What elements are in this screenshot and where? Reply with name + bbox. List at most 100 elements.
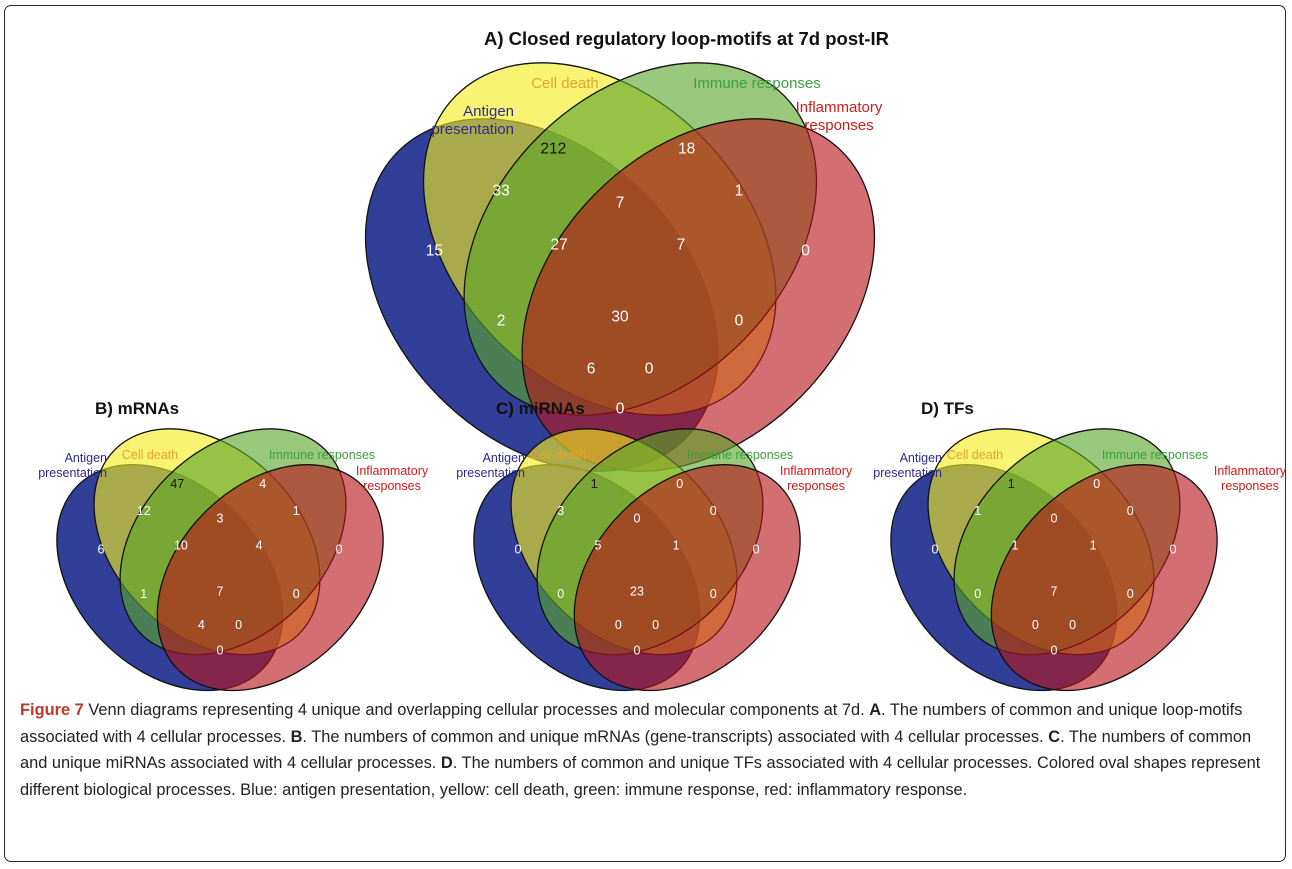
- caption-label-a: A: [869, 701, 882, 719]
- region-value-ac: 1: [974, 504, 981, 518]
- set-label-antigen: Antigen presentation: [431, 103, 514, 138]
- caption-label-b: B: [290, 727, 303, 746]
- region-value-acif: 7: [217, 585, 224, 599]
- region-value-aci: 5: [594, 539, 601, 553]
- region-value-c-only: 1: [1008, 477, 1015, 491]
- panel-title: B) mRNAs: [95, 399, 179, 418]
- venn-panel-a: A) Closed regulatory loop-motifs at 7d p…: [364, 28, 889, 472]
- region-value-aci: 10: [174, 539, 188, 553]
- region-value-if: 1: [735, 183, 744, 200]
- venn-panel-b: B) mRNAs Antigen presentation Cell death Imm…: [38, 399, 429, 692]
- figure-label: Figure 7: [20, 701, 84, 719]
- region-value-f-only: 0: [753, 542, 760, 556]
- region-value-f-only: 0: [336, 542, 343, 556]
- region-value-c-only: 47: [170, 477, 184, 491]
- region-value-acif: 30: [611, 309, 629, 326]
- region-value-cif: 7: [677, 237, 686, 254]
- set-label-cell-death: Cell death: [122, 448, 178, 462]
- set-label-inflammatory: Inflammatory responses: [780, 464, 853, 493]
- venn-panel-d: D) TFs Antigen presentation Cell death Immun…: [873, 399, 1287, 692]
- panel-title: D) TFs: [921, 399, 974, 418]
- set-label-immune: Immune responses: [693, 75, 821, 92]
- region-value-f-only: 0: [801, 243, 810, 260]
- region-value-aif: 0: [645, 361, 654, 378]
- region-value-aif: 0: [652, 618, 659, 632]
- caption-text-a: . The numbers of common and unique loop-…: [20, 701, 1243, 746]
- region-value-aci: 1: [1011, 539, 1018, 553]
- region-value-cif: 4: [256, 539, 263, 553]
- region-value-ai: 1: [140, 587, 147, 601]
- figure-caption: Figure 7 Venn diagrams representing 4 un…: [20, 697, 1270, 803]
- caption-text-c: . The numbers of common and unique miRNA…: [20, 727, 1252, 773]
- region-value-ai: 0: [557, 587, 564, 601]
- set-label-cell-death: Cell death: [531, 75, 599, 92]
- region-value-acif: 23: [630, 585, 644, 599]
- caption-label-c: C: [1048, 727, 1061, 746]
- region-value-acif: 7: [1051, 585, 1058, 599]
- figure-frame: [4, 5, 1286, 862]
- venn-panel-c: C) miRNAs Antigen presentation Cell death Im…: [456, 399, 853, 692]
- caption-text-d: . The numbers of common and unique TFs a…: [20, 754, 1261, 799]
- region-value-ai: 2: [497, 313, 506, 330]
- set-label-inflammatory: Inflammatory responses: [796, 99, 883, 134]
- set-label-immune: Immune responses: [269, 448, 375, 462]
- region-value-af: 0: [1051, 644, 1058, 658]
- region-value-i-only: 0: [676, 477, 683, 491]
- region-value-acf: 4: [198, 618, 205, 632]
- set-label-immune: Immune responses: [687, 448, 793, 462]
- set-label-antigen: Antigen presentation: [873, 451, 942, 480]
- set-label-inflammatory: Inflammatory responses: [356, 464, 429, 493]
- set-label-antigen: Antigen presentation: [456, 451, 525, 480]
- region-value-ac: 33: [492, 183, 509, 200]
- ellipse-inflammatory: [990, 464, 1218, 692]
- region-value-af: 0: [616, 401, 625, 418]
- region-value-cf: 0: [710, 587, 717, 601]
- region-value-aif: 0: [1069, 618, 1076, 632]
- region-value-ci: 0: [1051, 512, 1058, 526]
- region-value-cf: 0: [735, 313, 744, 330]
- region-value-acf: 6: [587, 361, 596, 378]
- region-value-f-only: 0: [1170, 542, 1177, 556]
- region-value-cif: 1: [673, 539, 680, 553]
- set-label-inflammatory: Inflammatory responses: [1214, 464, 1287, 493]
- region-value-c-only: 212: [540, 141, 566, 158]
- region-value-aif: 0: [235, 618, 242, 632]
- region-value-af: 0: [217, 644, 224, 658]
- region-value-af: 0: [634, 644, 641, 658]
- region-value-ac: 12: [137, 504, 151, 518]
- region-value-acf: 0: [1032, 618, 1039, 632]
- region-value-cif: 1: [1090, 539, 1097, 553]
- ellipse-inflammatory: [156, 464, 384, 692]
- region-value-acf: 0: [615, 618, 622, 632]
- region-value-if: 0: [710, 504, 717, 518]
- region-value-i-only: 4: [259, 477, 266, 491]
- region-value-a-only: 0: [514, 542, 521, 556]
- region-value-if: 1: [293, 504, 300, 518]
- region-value-a-only: 0: [931, 542, 938, 556]
- region-value-cf: 0: [1127, 587, 1134, 601]
- ellipse-inflammatory: [573, 464, 801, 692]
- caption-text-b: . The numbers of common and unique mRNAs…: [302, 727, 1049, 746]
- panel-title: A) Closed regulatory loop-motifs at 7d p…: [484, 28, 889, 49]
- set-label-antigen: Antigen presentation: [38, 451, 107, 480]
- region-value-aci: 27: [550, 237, 567, 254]
- region-value-c-only: 1: [591, 477, 598, 491]
- caption-intro: Venn diagrams representing 4 unique and …: [83, 701, 870, 719]
- region-value-ci: 0: [634, 512, 641, 526]
- set-label-cell-death: Cell death: [947, 448, 1003, 462]
- region-value-ac: 3: [557, 504, 564, 518]
- region-value-ci: 3: [217, 512, 224, 526]
- set-label-cell-death: Cell death: [530, 448, 586, 462]
- region-value-i-only: 0: [1093, 477, 1100, 491]
- caption-label-d: D: [440, 754, 453, 772]
- region-value-a-only: 6: [97, 542, 104, 556]
- region-value-cf: 0: [293, 587, 300, 601]
- region-value-ai: 0: [974, 587, 981, 601]
- region-value-i-only: 18: [678, 141, 695, 158]
- region-value-ci: 7: [616, 195, 625, 212]
- region-value-if: 0: [1127, 504, 1134, 518]
- set-label-immune: Immune responses: [1102, 448, 1208, 462]
- region-value-a-only: 15: [426, 243, 443, 260]
- panel-title: C) miRNAs: [496, 399, 585, 418]
